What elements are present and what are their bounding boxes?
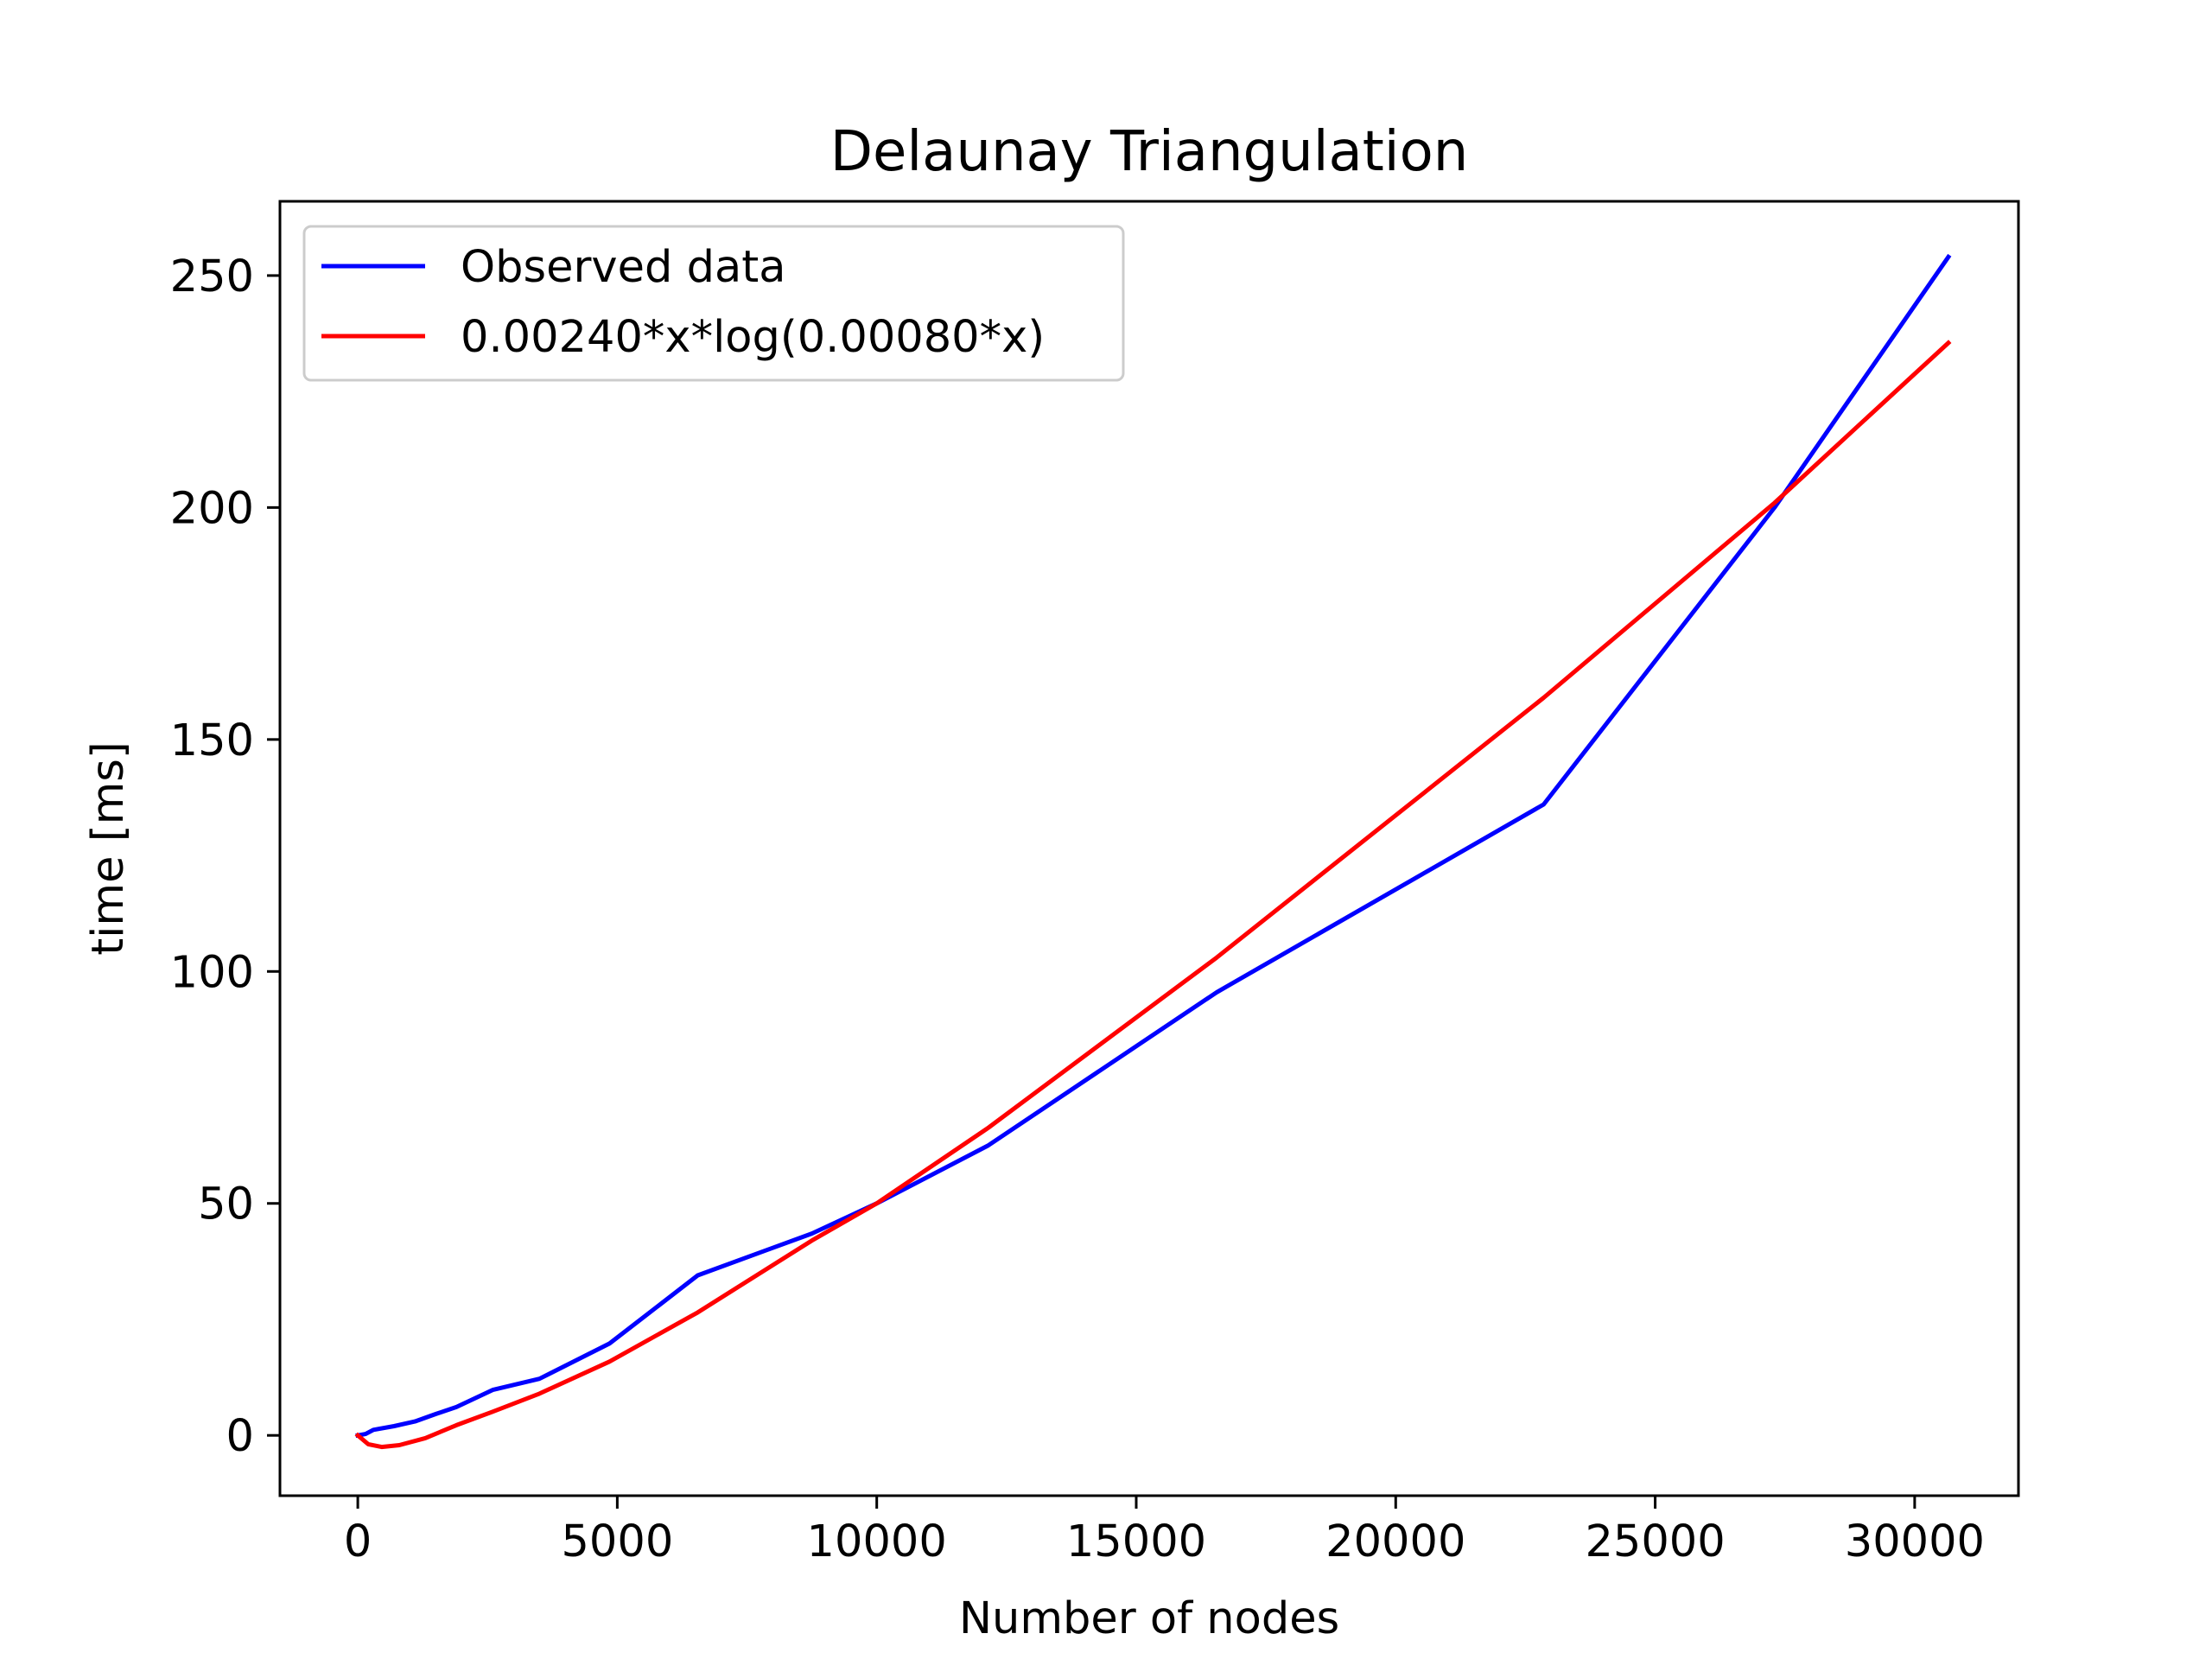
y-tick-label: 250 — [170, 251, 254, 302]
x-tick-label: 20000 — [1325, 1516, 1465, 1567]
x-tick-label: 5000 — [561, 1516, 673, 1567]
y-axis-ticks: 0 50 100 150 200 250 — [170, 251, 280, 1462]
y-axis-label: time [ms] — [83, 741, 134, 955]
series-layer — [354, 253, 1952, 1450]
y-tick-label: 150 — [170, 715, 254, 766]
y-tick-label: 0 — [226, 1411, 254, 1462]
legend: Observed data 0.00240*x*log(0.00080*x) — [302, 225, 1125, 382]
x-tick-label: 30000 — [1845, 1516, 1985, 1567]
series-line-0 — [355, 253, 1952, 1439]
x-tick-label: 25000 — [1585, 1516, 1725, 1567]
x-axis-ticks: 0 5000 10000 15000 20000 25000 30000 — [344, 1496, 1985, 1567]
legend-box — [302, 225, 1125, 382]
x-tick-label: 15000 — [1066, 1516, 1206, 1567]
y-tick-label: 100 — [170, 947, 254, 998]
plot-frame — [278, 200, 2020, 1497]
chart-title: Delaunay Triangulation — [830, 120, 1469, 184]
y-tick-label: 200 — [170, 483, 254, 534]
legend-label-fit: 0.00240*x*log(0.00080*x) — [461, 312, 1045, 363]
x-tick-label: 0 — [344, 1516, 372, 1567]
x-axis-label: Number of nodes — [959, 1593, 1339, 1644]
x-tick-label: 10000 — [807, 1516, 947, 1567]
series-line-1 — [354, 340, 1952, 1450]
y-tick-label: 50 — [198, 1179, 254, 1230]
legend-label-observed: Observed data — [461, 242, 785, 293]
